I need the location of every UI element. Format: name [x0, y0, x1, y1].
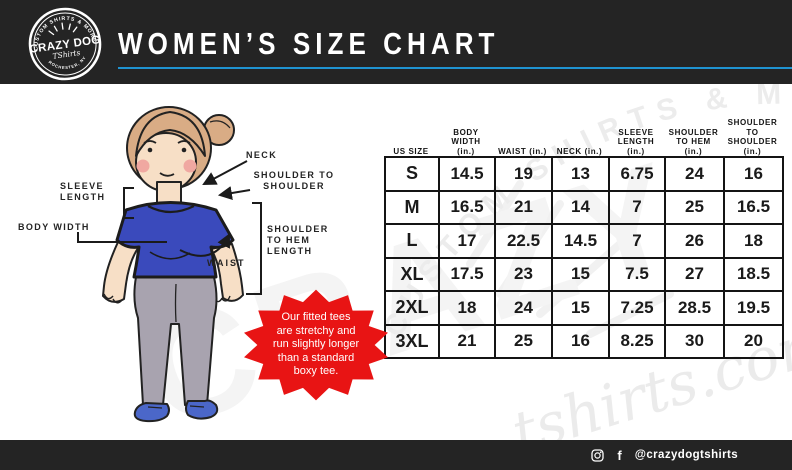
value-cell: 27 [664, 256, 725, 292]
value-cell: 26 [664, 223, 725, 259]
value-cell: 15 [551, 256, 610, 292]
label-shoulder-to-shoulder: SHOULDER TO SHOULDER [253, 170, 335, 191]
size-cell: XL [384, 256, 440, 292]
value-cell: 15 [551, 290, 610, 326]
footer-bar: f @crazydogtshirts [0, 440, 792, 470]
value-cell: 19 [494, 156, 553, 192]
value-cell: 21 [494, 189, 553, 225]
starburst-shape [244, 289, 388, 401]
size-cell: 2XL [384, 290, 440, 326]
value-cell: 17 [438, 223, 496, 259]
value-cell: 14.5 [551, 223, 610, 259]
value-cell: 14 [551, 189, 610, 225]
label-waist: WAIST [207, 258, 246, 268]
value-cell: 25 [494, 323, 553, 359]
value-cell: 7 [608, 189, 666, 225]
crazy-dog-logo: CUSTOM SHIRTS & MORE CRAZY DOG TShirts R… [28, 7, 101, 81]
social-handle[interactable]: @crazydogtshirts [634, 449, 738, 461]
value-cell: 13 [551, 156, 610, 192]
label-shoulder-to-hem: SHOULDER TO HEM LENGTH [267, 224, 329, 256]
value-cell: 18 [723, 223, 784, 259]
column-header-neck: NECK (in.) [556, 146, 603, 156]
column-header-sleeve-length: SLEEVE LENGTH (in.) [617, 127, 655, 156]
value-cell: 18.5 [723, 256, 784, 292]
value-cell: 17.5 [438, 256, 496, 292]
title-underline [118, 67, 792, 69]
value-cell: 25 [664, 189, 725, 225]
column-header-body-width: BODY WIDTH (in.) [451, 127, 481, 156]
table-row: S 14.5 19 13 6.75 24 16 [384, 156, 784, 192]
value-cell: 22.5 [494, 223, 553, 259]
size-chart-table: S 14.5 19 13 6.75 24 16 M 16.5 21 14 7 2… [384, 156, 784, 359]
column-header-shoulder-to-shoulder: SHOULDER TO SHOULDER (in.) [727, 118, 778, 156]
woman-figure [102, 106, 244, 423]
table-row: 2XL 18 24 15 7.25 28.5 19.5 [384, 290, 784, 326]
instagram-icon[interactable] [591, 448, 605, 462]
value-cell: 7.25 [608, 290, 666, 326]
facebook-icon[interactable]: f [617, 447, 622, 463]
column-header-waist: WAIST (in.) [498, 146, 547, 156]
column-header-us-size: US SIZE [393, 146, 429, 156]
value-cell: 28.5 [664, 290, 725, 326]
value-cell: 7.5 [608, 256, 666, 292]
value-cell: 16.5 [723, 189, 784, 225]
header-bar: CUSTOM SHIRTS & MORE CRAZY DOG TShirts R… [0, 0, 792, 84]
size-cell: 3XL [384, 323, 440, 359]
value-cell: 24 [494, 290, 553, 326]
value-cell: 14.5 [438, 156, 496, 192]
value-cell: 6.75 [608, 156, 666, 192]
table-row: XL 17.5 23 15 7.5 27 18.5 [384, 256, 784, 292]
label-body-width: BODY WIDTH [18, 222, 90, 232]
value-cell: 8.25 [608, 323, 666, 359]
value-cell: 16.5 [438, 189, 496, 225]
woman-illustration [77, 106, 262, 423]
value-cell: 20 [723, 323, 784, 359]
value-cell: 18 [438, 290, 496, 326]
value-cell: 30 [664, 323, 725, 359]
size-cell: L [384, 223, 440, 259]
value-cell: 16 [551, 323, 610, 359]
table-row: L 17 22.5 14.5 7 26 18 [384, 223, 784, 259]
measurement-arrows [77, 160, 262, 295]
column-header-shoulder-to-hem: SHOULDER TO HEM (in.) [668, 127, 719, 156]
value-cell: 7 [608, 223, 666, 259]
value-cell: 21 [438, 323, 496, 359]
value-cell: 23 [494, 256, 553, 292]
value-cell: 19.5 [723, 290, 784, 326]
label-sleeve-length: SLEEVE LENGTH [60, 181, 106, 202]
label-neck: NECK [246, 150, 278, 160]
size-chart: US SIZE BODY WIDTH (in.) WAIST (in.) NEC… [384, 118, 784, 359]
size-cell: S [384, 156, 440, 192]
fitted-tee-badge: Our fitted tees are stretchy and run sli… [240, 288, 392, 402]
badge-text: Our fitted tees are stretchy and run sli… [272, 311, 360, 378]
value-cell: 16 [723, 156, 784, 192]
value-cell: 24 [664, 156, 725, 192]
size-cell: M [384, 189, 440, 225]
table-row: 3XL 21 25 16 8.25 30 20 [384, 323, 784, 359]
page-title: WOMEN’S SIZE CHART [118, 26, 500, 61]
logo-script-text: TShirts [52, 48, 81, 61]
table-row: M 16.5 21 14 7 25 16.5 [384, 189, 784, 225]
size-chart-header: US SIZE BODY WIDTH (in.) WAIST (in.) NEC… [384, 118, 784, 156]
